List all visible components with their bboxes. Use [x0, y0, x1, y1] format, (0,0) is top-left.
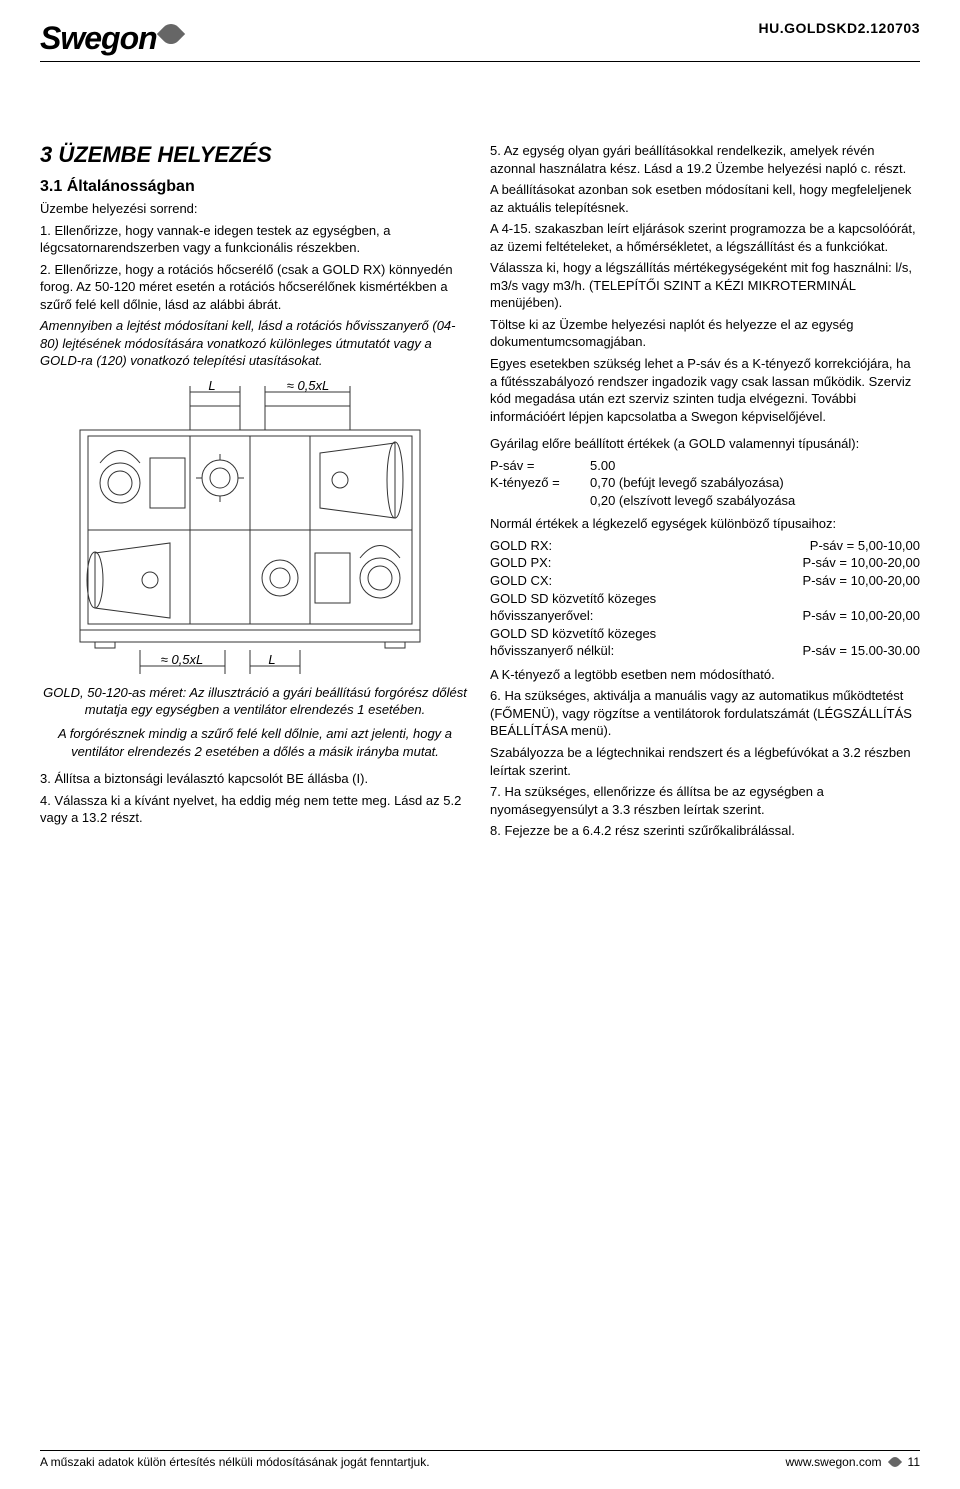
normal-values-list: GOLD RX: P-sáv = 5,00-10,00 GOLD PX: P-sáv … — [490, 537, 920, 660]
step-5: 5. Az egység olyan gyári beállításokkal … — [490, 142, 920, 177]
normal-value-row: GOLD SD közvetítő közeges — [490, 590, 920, 608]
step-3: 3. Állítsa a biztonsági leválasztó kapcs… — [40, 770, 470, 788]
pv-left: GOLD CX: — [490, 572, 552, 590]
normal-value-row: hővisszanyerővel: P-sáv = 10,00-20,00 — [490, 607, 920, 625]
dim-top-l: L — [208, 378, 215, 393]
dim-bot-half: ≈ 0,5xL — [161, 652, 204, 667]
step-6: 6. Ha szükséges, aktiválja a manuális va… — [490, 687, 920, 740]
document-id: HU.GOLDSKD2.120703 — [758, 20, 920, 36]
page-header: Swegon HU.GOLDSKD2.120703 — [40, 20, 920, 62]
factory-value-row: P-sáv =5.00 — [490, 457, 920, 475]
footer-disclaimer: A műszaki adatok külön értesítés nélküli… — [40, 1455, 430, 1469]
r-p9: Szabályozza be a légtechnikai rendszert … — [490, 744, 920, 779]
pv-left: GOLD SD közvetítő közeges — [490, 625, 656, 643]
step-7: 7. Ha szükséges, ellenőrizze és állítsa … — [490, 783, 920, 818]
intro-text: Üzembe helyezési sorrend: — [40, 200, 470, 218]
right-column: 5. Az egység olyan gyári beállításokkal … — [490, 142, 920, 844]
step-2: 2. Ellenőrizze, hogy a rotációs hőcserél… — [40, 261, 470, 314]
pv-right: P-sáv = 5,00-10,00 — [810, 537, 920, 555]
page: Swegon HU.GOLDSKD2.120703 3 ÜZEMBE HELYE… — [0, 0, 960, 1489]
normal-value-row: GOLD SD közvetítő közeges — [490, 625, 920, 643]
r-p5: Töltse ki az Üzembe helyezési naplót és … — [490, 316, 920, 351]
content-columns: 3 ÜZEMBE HELYEZÉS 3.1 Általánosságban Üz… — [40, 142, 920, 844]
kv-label: K-tényező = — [490, 474, 590, 492]
dim-top-half: ≈ 0,5xL — [287, 378, 330, 393]
normal-value-row: GOLD CX: P-sáv = 10,00-20,00 — [490, 572, 920, 590]
pv-left: GOLD SD közvetítő közeges — [490, 590, 656, 608]
kv-label: P-sáv = — [490, 457, 590, 475]
logo-text: Swegon — [40, 20, 157, 57]
page-footer: A műszaki adatok külön értesítés nélküli… — [40, 1450, 920, 1469]
r-p3: A 4-15. szakaszban leírt eljárások szeri… — [490, 220, 920, 255]
kv-value: 5.00 — [590, 457, 615, 475]
unit-diagram: L ≈ 0,5xL ≈ 0,5xL L GOLD, 50-120-as mére… — [40, 378, 470, 760]
kv-value: 0,70 (befújt levegő szabályozása) — [590, 474, 784, 492]
left-column: 3 ÜZEMBE HELYEZÉS 3.1 Általánosságban Üz… — [40, 142, 470, 844]
step-1: 1. Ellenőrizze, hogy vannak-e idegen tes… — [40, 222, 470, 257]
factory-values-header: Gyárilag előre beállított értékek (a GOL… — [490, 435, 920, 453]
normal-value-row: GOLD RX: P-sáv = 5,00-10,00 — [490, 537, 920, 555]
step-2-note: Amennyiben a lejtést módosítani kell, lá… — [40, 317, 470, 370]
normal-values-header: Normál értékek a légkezelő egységek külö… — [490, 515, 920, 533]
kv-value: 0,20 (elszívott levegő szabályozása — [590, 492, 795, 510]
step-4: 4. Válassza ki a kívánt nyelvet, ha eddi… — [40, 792, 470, 827]
diagram-caption-2: A forgórésznek mindig a szűrő felé kell … — [40, 725, 470, 760]
factory-value-row: 0,20 (elszívott levegő szabályozása — [490, 492, 920, 510]
leaf-icon — [887, 1455, 901, 1469]
pv-right: P-sáv = 10,00-20,00 — [803, 554, 920, 572]
pv-left: hővisszanyerővel: — [490, 607, 593, 625]
pv-right: P-sáv = 15.00-30.00 — [803, 642, 920, 660]
section-heading: 3 ÜZEMBE HELYEZÉS — [40, 142, 470, 168]
dim-bot-l: L — [268, 652, 275, 667]
r-p7: A K-tényező a legtöbb esetben nem módosí… — [490, 666, 920, 684]
pv-left: hővisszanyerő nélkül: — [490, 642, 614, 660]
r-p4: Válassza ki, hogy a légszállítás mértéke… — [490, 259, 920, 312]
leaf-icon — [157, 19, 185, 47]
normal-value-row: hővisszanyerő nélkül: P-sáv = 15.00-30.00 — [490, 642, 920, 660]
diagram-svg: L ≈ 0,5xL ≈ 0,5xL L — [40, 378, 460, 678]
pv-left: GOLD PX: — [490, 554, 551, 572]
subsection-heading: 3.1 Általánosságban — [40, 178, 470, 196]
diagram-caption-1: GOLD, 50-120-as méret: Az illusztráció a… — [40, 684, 470, 719]
pv-right: P-sáv = 10,00-20,00 — [803, 572, 920, 590]
factory-value-row: K-tényező =0,70 (befújt levegő szabályoz… — [490, 474, 920, 492]
r-p6: Egyes esetekben szükség lehet a P-sáv és… — [490, 355, 920, 425]
logo: Swegon — [40, 20, 181, 57]
pv-right: P-sáv = 10,00-20,00 — [803, 607, 920, 625]
step-8: 8. Fejezze be a 6.4.2 rész szerinti szűr… — [490, 822, 920, 840]
footer-url: www.swegon.com — [785, 1455, 881, 1469]
factory-values-list: P-sáv =5.00K-tényező =0,70 (befújt leveg… — [490, 457, 920, 510]
normal-value-row: GOLD PX: P-sáv = 10,00-20,00 — [490, 554, 920, 572]
pv-left: GOLD RX: — [490, 537, 552, 555]
page-number: 11 — [908, 1455, 920, 1469]
r-p2: A beállításokat azonban sok esetben módo… — [490, 181, 920, 216]
footer-right: www.swegon.com 11 — [785, 1455, 920, 1469]
